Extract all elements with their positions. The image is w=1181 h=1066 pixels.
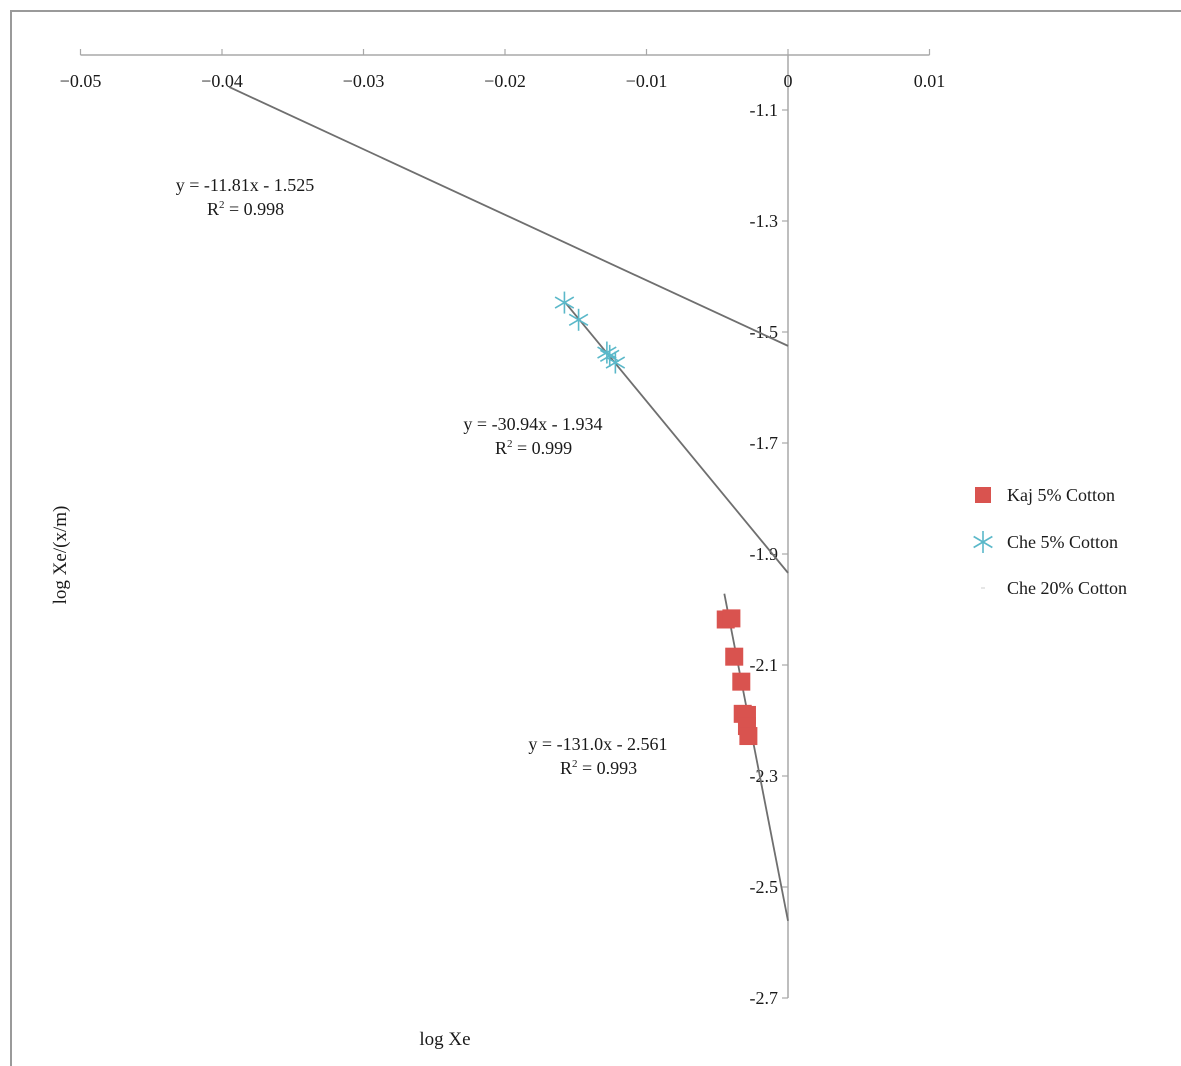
square-marker xyxy=(739,727,758,746)
x-tick-label: 0 xyxy=(784,71,793,91)
y-tick-label: -1.9 xyxy=(750,544,779,564)
x-axis-label: log Xe xyxy=(419,1029,470,1050)
y-axis-label: log Xe/(x/m) xyxy=(50,506,71,605)
x-tick-label: −0.02 xyxy=(484,71,526,91)
legend-label: Che 20% Cotton xyxy=(1007,578,1127,598)
y-tick-label: -2.5 xyxy=(750,877,779,897)
trendline xyxy=(563,300,789,574)
r-squared-text: R2 = 0.993 xyxy=(560,758,637,778)
r-squared-text: R2 = 0.998 xyxy=(207,199,284,219)
legend: Kaj 5% Cotton Che 5% Cotton Che 20% Cotton xyxy=(973,485,1127,598)
y-tick-label: -2.3 xyxy=(750,766,779,786)
equation-text: y = -30.94x - 1.934 xyxy=(463,414,602,434)
chart-frame xyxy=(10,10,1181,1066)
r-squared-text: R2 = 0.999 xyxy=(495,438,572,458)
x-tick-label: −0.03 xyxy=(343,71,385,91)
legend-marker xyxy=(975,487,991,503)
y-tick-label: -2.7 xyxy=(750,988,779,1008)
asterisk-marker xyxy=(554,291,575,314)
x-tick-label: −0.04 xyxy=(201,71,243,91)
y-tick-label: -1.1 xyxy=(750,100,779,120)
legend-label: Kaj 5% Cotton xyxy=(1007,485,1115,505)
trendlines xyxy=(228,86,789,922)
x-tick-label: 0.01 xyxy=(914,71,946,91)
y-tick-label: -1.3 xyxy=(750,211,779,231)
asterisk-marker xyxy=(605,351,626,374)
x-tick-label: −0.05 xyxy=(60,71,102,91)
asterisk-marker xyxy=(568,308,589,331)
trendline-equations: y = -131.0x - 2.561 R2 = 0.993 y = -30.94x… xyxy=(176,175,668,778)
equation-text: y = -131.0x - 2.561 xyxy=(528,734,667,754)
y-tick-label: -2.1 xyxy=(750,655,779,675)
square-marker xyxy=(722,609,741,628)
y-tick-label: -1.7 xyxy=(750,433,779,453)
square-marker xyxy=(732,672,751,691)
axes: −0.05 −0.04 −0.03 −0.02 −0.01 0 0.01 -1.1 -1.3 -1… xyxy=(60,49,946,1008)
asterisk-marker xyxy=(597,341,617,364)
asterisk-marker xyxy=(973,531,993,553)
trendline xyxy=(228,86,789,347)
square-marker xyxy=(725,647,744,666)
trendline xyxy=(723,593,789,922)
legend-label: Che 5% Cotton xyxy=(1007,532,1118,552)
x-tick-label: −0.01 xyxy=(626,71,668,91)
equation-text: y = -11.81x - 1.525 xyxy=(176,175,314,195)
data-markers xyxy=(554,291,758,746)
